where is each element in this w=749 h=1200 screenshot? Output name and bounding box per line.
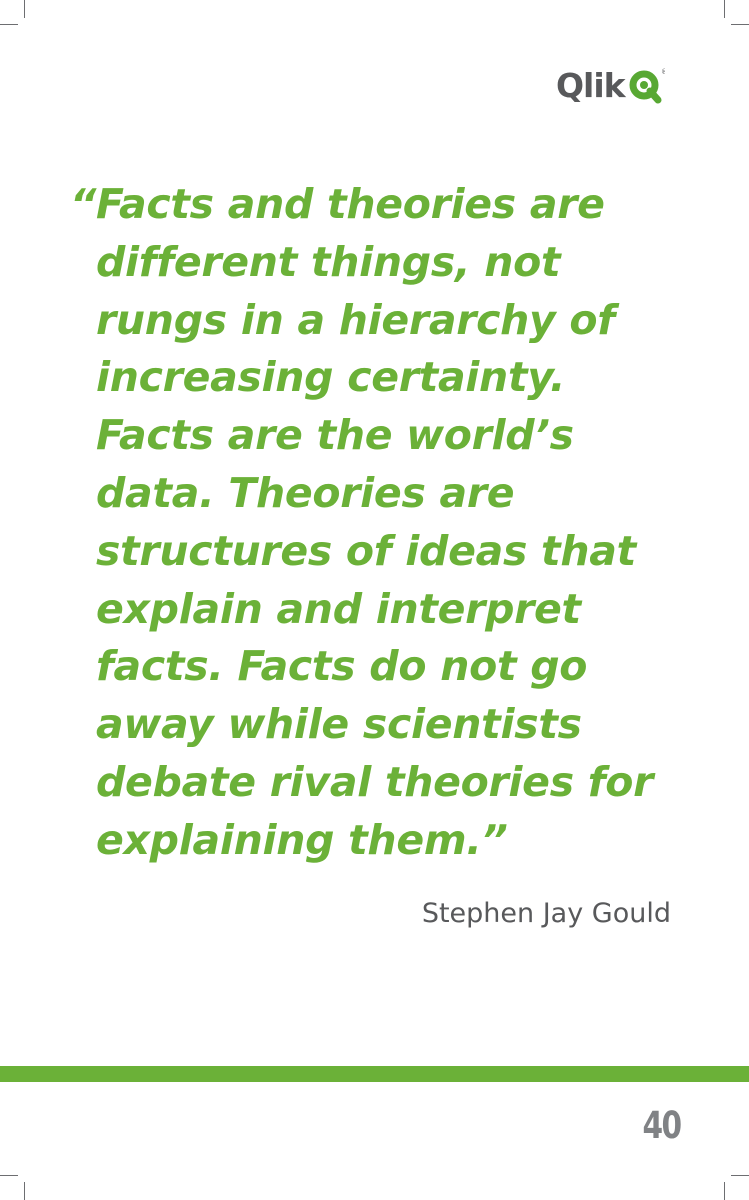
quote-line: data. Theories are <box>96 468 515 517</box>
quote-line: increasing certainty. <box>96 353 566 402</box>
page-number: 40 <box>642 1104 682 1147</box>
crop-mark-bottom-right <box>731 1175 749 1176</box>
crop-mark-bottom-right <box>724 1182 725 1200</box>
footer-rule <box>0 1066 749 1082</box>
quote-line: facts. Facts do not go <box>96 642 588 691</box>
crop-mark-top-right <box>724 0 725 18</box>
quote-line: Facts and theories are <box>96 180 605 228</box>
logo-wordmark: Qlik <box>556 65 626 105</box>
registered-mark: ® <box>661 68 665 76</box>
qlik-q-icon: ® <box>629 68 665 104</box>
quote: “ Facts and theories are different thing… <box>70 176 716 870</box>
qlik-logo: Qlik ® <box>556 66 665 104</box>
quote-line: different things, not <box>96 237 561 286</box>
quote-author: Stephen Jay Gould <box>421 898 671 929</box>
quote-line: Facts are the world’s <box>96 411 574 460</box>
quote-line: debate rival theories for <box>96 757 654 806</box>
crop-mark-top-left <box>24 0 25 18</box>
crop-mark-bottom-left <box>0 1175 18 1176</box>
quote-line: structures of ideas that <box>96 526 636 575</box>
crop-mark-bottom-left <box>24 1182 25 1200</box>
quote-line: away while scientists <box>96 700 582 749</box>
quote-line: explain and interpret <box>96 584 581 633</box>
open-quote-mark: “ <box>70 180 97 228</box>
crop-mark-top-left <box>0 24 18 25</box>
quote-line: explaining them.” <box>96 815 508 864</box>
quote-line: rungs in a hierarchy of <box>96 295 615 344</box>
crop-mark-top-right <box>731 24 749 25</box>
